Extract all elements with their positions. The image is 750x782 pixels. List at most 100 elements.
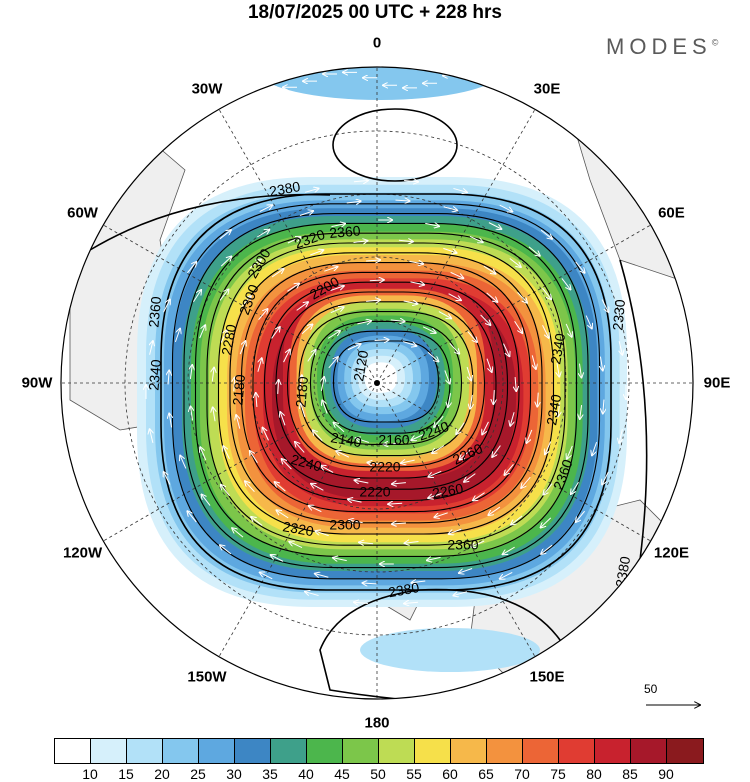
longitude-label: 150E	[529, 668, 565, 686]
wind-vector	[410, 282, 424, 285]
wind-vector	[220, 256, 231, 267]
wind-patch	[260, 67, 500, 100]
wind-vector	[309, 506, 322, 513]
wind-vector	[449, 528, 462, 534]
wind-band	[364, 362, 397, 393]
colorbar-tick-label: 25	[190, 766, 206, 782]
colorbar-tick-label: 20	[154, 766, 170, 782]
colorbar-tick-label: 75	[550, 766, 566, 782]
wind-vector	[299, 211, 313, 216]
wind-vector	[395, 200, 409, 201]
wind-vector	[271, 327, 280, 339]
wind-vector	[313, 430, 323, 442]
wind-vector	[271, 269, 284, 278]
wind-vector	[295, 442, 305, 453]
contour-label: 2280	[218, 323, 239, 357]
longitude-label: 120E	[653, 544, 689, 562]
wind-vector	[443, 207, 458, 211]
wind-vector	[511, 515, 523, 525]
wind-vector	[212, 368, 214, 382]
longitude-label: 90E	[703, 374, 731, 392]
wind-vector	[427, 351, 438, 361]
wind-vector	[449, 342, 459, 353]
wind-vector	[434, 415, 444, 427]
wind-vector	[480, 314, 491, 325]
colorbar-swatch	[307, 739, 343, 763]
colorbar-swatch	[343, 739, 379, 763]
wind-vector	[164, 472, 171, 485]
wind-vector	[236, 415, 240, 429]
wind-vector	[500, 571, 513, 578]
wind-vector	[359, 542, 374, 543]
contour-label: 2360	[145, 295, 164, 328]
wind-vector	[305, 592, 319, 597]
wind-vector	[432, 445, 445, 454]
wind-vector	[310, 250, 323, 256]
colorbar-tick-label: 65	[478, 766, 494, 782]
colorbar-swatch	[595, 739, 631, 763]
longitude-label: 60W	[67, 204, 98, 222]
wind-vector	[503, 343, 510, 357]
contour-label: 2380	[387, 579, 421, 600]
wind-vector	[619, 340, 622, 355]
wind-vector	[603, 399, 604, 414]
wind-vector	[219, 230, 231, 240]
wind-vector	[422, 326, 436, 333]
wind-vector	[187, 511, 197, 523]
wind-vector	[392, 483, 406, 484]
wind-vector	[349, 520, 363, 522]
wind-vector	[260, 572, 273, 580]
height-contour	[275, 291, 497, 479]
wind-vector	[448, 393, 451, 407]
wind-vector	[280, 412, 286, 426]
wind-vector	[467, 331, 477, 343]
wind-vector	[357, 321, 371, 324]
wind-patch	[360, 628, 540, 672]
wind-vector	[411, 433, 425, 440]
wind-vector	[488, 222, 501, 229]
wind-vector	[453, 187, 466, 192]
wind-vector	[444, 370, 450, 383]
height-contour	[252, 271, 520, 501]
wind-vector	[150, 341, 153, 355]
wind-vector	[532, 355, 536, 369]
wind-vector	[404, 602, 419, 603]
wind-vector	[557, 362, 559, 377]
wind-vector	[324, 267, 337, 272]
wind-vector	[346, 201, 361, 203]
wind-vector	[276, 510, 289, 519]
wind-vector	[392, 523, 406, 524]
wind-vector	[191, 407, 193, 421]
colorbar-tick-label: 80	[586, 766, 602, 782]
wind-vector	[404, 181, 418, 182]
wind-vector	[438, 311, 451, 319]
longitude-label: 180	[364, 714, 390, 732]
colorbar-swatch	[379, 739, 415, 763]
wind-vector	[150, 429, 153, 444]
wind-vector	[202, 494, 211, 506]
meridian-line	[103, 382, 378, 542]
wind-vector	[601, 299, 608, 313]
wind-vector	[213, 407, 215, 422]
height-contour	[286, 301, 486, 468]
wind-vector	[448, 293, 461, 301]
wind-vector	[251, 517, 263, 526]
wind-vector	[390, 320, 405, 322]
wind-vector	[249, 259, 261, 269]
colorbar-swatch	[451, 739, 487, 763]
wind-vector	[541, 517, 552, 528]
wind-vector	[493, 390, 494, 404]
wind-vector	[322, 400, 328, 414]
colorbar-tick-label: 85	[622, 766, 638, 782]
wind-vector	[321, 377, 324, 391]
wind-vector	[434, 512, 448, 517]
wind-vector	[521, 476, 531, 488]
wind-vector	[278, 380, 279, 394]
wind-vector	[256, 393, 257, 407]
longitude-label: 0	[372, 34, 382, 52]
contour-label: 2380	[268, 178, 302, 199]
wind-vector	[456, 422, 465, 434]
wind-vector	[470, 394, 472, 409]
wind-vector	[503, 546, 515, 554]
wind-vector	[561, 278, 571, 289]
